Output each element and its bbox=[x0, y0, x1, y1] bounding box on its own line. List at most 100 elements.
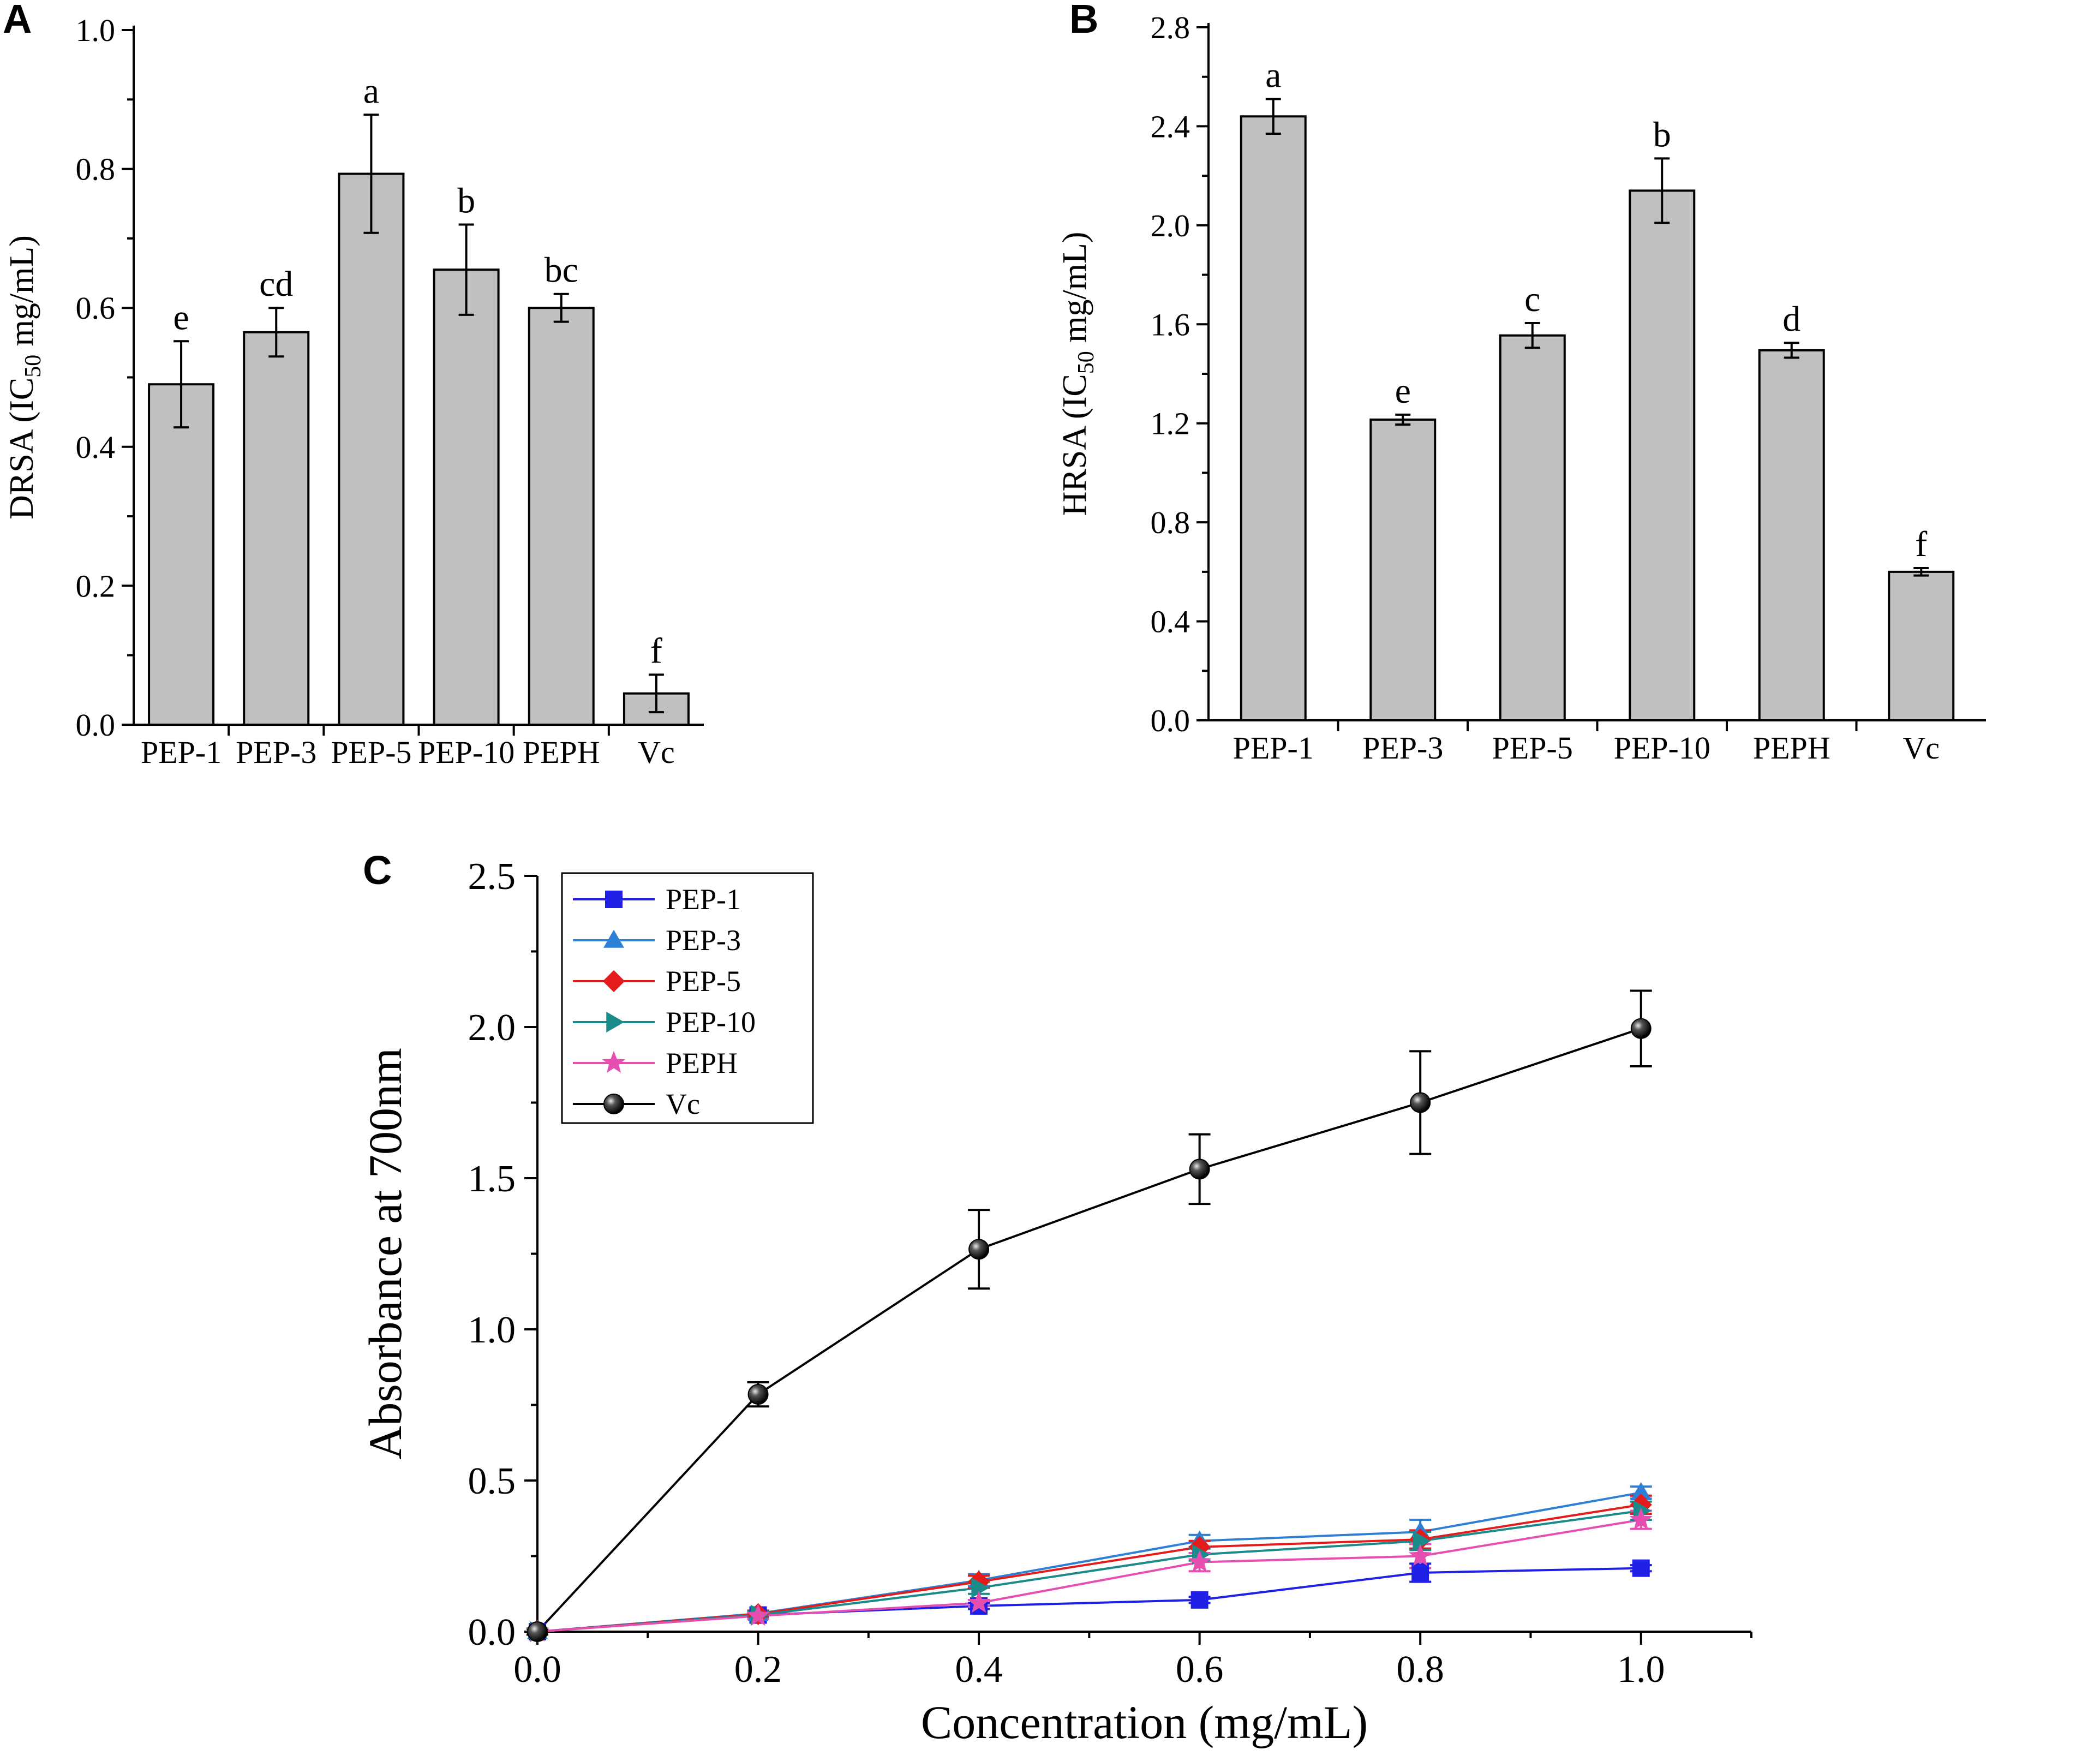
y-axis-title: DRSA (IC50 mg/mL) bbox=[3, 235, 46, 520]
series-line-peph bbox=[537, 1519, 1642, 1633]
y-tick-label: 1.0 bbox=[468, 1309, 516, 1351]
bar-peph bbox=[528, 307, 595, 726]
data-point-peph bbox=[1188, 1550, 1211, 1572]
data-point-vc bbox=[1189, 1159, 1210, 1180]
x-tick-label: PEP-1 bbox=[1233, 730, 1314, 766]
data-point-peph bbox=[1408, 1544, 1432, 1566]
y-tick-label: 1.5 bbox=[468, 1158, 516, 1200]
data-point-pep-10 bbox=[971, 1577, 990, 1598]
data-point-pep-1 bbox=[1632, 1559, 1650, 1577]
y-tick-label: 0.4 bbox=[76, 429, 116, 465]
y-axis-title-subscript: 50 bbox=[1074, 351, 1099, 374]
x-tick-label: Vc bbox=[1902, 730, 1940, 766]
significance-letter: a bbox=[363, 71, 379, 111]
bar-pep-1 bbox=[1240, 115, 1307, 721]
data-point-vc bbox=[1410, 1092, 1431, 1113]
significance-letter: b bbox=[1653, 115, 1671, 154]
y-axis-title-unit: mg/mL) bbox=[1056, 232, 1093, 351]
legend-label: PEPH bbox=[666, 1047, 738, 1079]
legend-label: PEP-10 bbox=[666, 1006, 756, 1038]
y-axis-title-main: DRSA (IC bbox=[3, 378, 40, 520]
bar-vc bbox=[1888, 570, 1955, 722]
y-tick-label: 2.0 bbox=[468, 1007, 516, 1049]
y-axis-title-subscript: 50 bbox=[21, 355, 46, 378]
bar-pep-3 bbox=[243, 331, 310, 726]
legend-label: PEP-3 bbox=[666, 924, 741, 957]
bar-peph bbox=[1758, 349, 1825, 721]
panel-b-label: B bbox=[1069, 0, 1098, 41]
y-tick-label: 0.5 bbox=[468, 1460, 516, 1502]
data-point-peph bbox=[746, 1603, 770, 1626]
y-tick-label: 0.8 bbox=[76, 152, 116, 187]
x-tick-label: 1.0 bbox=[1617, 1649, 1665, 1691]
y-tick-label: 0.0 bbox=[76, 707, 116, 743]
y-axis-title: Absorbance at 700nm bbox=[359, 1048, 411, 1460]
bar-pep-1 bbox=[148, 383, 215, 726]
y-axis-title-unit: mg/mL) bbox=[3, 235, 40, 355]
x-tick-label: PEP-10 bbox=[1614, 730, 1710, 766]
significance-letter: bc bbox=[545, 250, 578, 290]
chart-a-drsa: e cd a b bc f 0.0 0.2 0.4 0.6 0.8 1.0 PEP-1 PEP-3 PEP-… bbox=[3, 13, 704, 770]
bar-pep-3 bbox=[1369, 418, 1437, 721]
legend-label: PEP-1 bbox=[666, 883, 741, 916]
legend-marker bbox=[605, 891, 623, 908]
y-tick-label: 0.8 bbox=[1151, 505, 1190, 540]
legend-marker bbox=[606, 1012, 625, 1032]
x-tick-label: Vc bbox=[638, 735, 675, 770]
legend-label: PEP-5 bbox=[666, 965, 741, 998]
significance-letter: e bbox=[173, 297, 189, 337]
x-tick-label: PEP-10 bbox=[418, 735, 514, 770]
series-line-vc bbox=[536, 1027, 1642, 1633]
significance-letter: e bbox=[1395, 371, 1411, 411]
bar-pep-10 bbox=[1629, 189, 1696, 722]
y-tick-label: 1.2 bbox=[1151, 406, 1190, 441]
significance-letter: f bbox=[1915, 524, 1927, 564]
y-tick-label: 0.0 bbox=[468, 1611, 516, 1653]
series-line-pep-3 bbox=[537, 1491, 1642, 1633]
x-tick-label: PEPH bbox=[1753, 730, 1830, 766]
data-point-pep-1 bbox=[1411, 1563, 1429, 1581]
y-axis-title: HRSA (IC50 mg/mL) bbox=[1056, 232, 1099, 516]
x-tick-label: PEP-3 bbox=[236, 735, 316, 770]
y-tick-label: 0.0 bbox=[1151, 703, 1190, 738]
bar-pep-5 bbox=[1499, 334, 1566, 721]
x-tick-label: 0.2 bbox=[734, 1649, 782, 1691]
x-tick-label: PEP-3 bbox=[1362, 730, 1443, 766]
data-point-pep-1 bbox=[1190, 1591, 1208, 1609]
significance-letter: c bbox=[1524, 279, 1540, 319]
data-point-vc bbox=[968, 1239, 990, 1260]
data-point-vc bbox=[527, 1621, 548, 1642]
significance-letter: b bbox=[457, 181, 475, 220]
legend-label: Vc bbox=[666, 1088, 700, 1120]
panel-a-label: A bbox=[3, 0, 32, 41]
significance-letter: d bbox=[1782, 299, 1800, 339]
series-line-pep-1 bbox=[537, 1567, 1641, 1633]
legend-marker bbox=[602, 970, 625, 993]
data-point-peph bbox=[967, 1591, 991, 1613]
bar-pep-5 bbox=[338, 172, 405, 726]
data-point-vc bbox=[1630, 1018, 1652, 1039]
y-tick-label: 0.6 bbox=[76, 290, 116, 326]
chart-c-absorbance: 0.0 0.5 1.0 1.5 2.0 2.5 0.0 0.2 0.4 0.6 0.8 1.0 Conc… bbox=[359, 856, 1752, 1748]
y-tick-label: 2.4 bbox=[1151, 109, 1190, 144]
significance-letter: cd bbox=[259, 264, 293, 304]
x-axis-title: Concentration (mg/mL) bbox=[921, 1696, 1368, 1748]
legend-marker bbox=[603, 1094, 624, 1114]
data-point-peph bbox=[1629, 1507, 1653, 1530]
legend-marker bbox=[603, 929, 624, 948]
panel-c-label: C bbox=[363, 847, 392, 893]
significance-letter: f bbox=[650, 631, 662, 671]
x-tick-label: 0.6 bbox=[1176, 1649, 1224, 1691]
y-tick-label: 0.2 bbox=[76, 568, 116, 604]
x-tick-label: PEPH bbox=[523, 735, 600, 770]
y-tick-label: 2.8 bbox=[1151, 10, 1190, 45]
y-tick-label: 0.4 bbox=[1151, 604, 1190, 640]
y-tick-label: 1.0 bbox=[76, 13, 116, 48]
data-point-pep-10 bbox=[1413, 1530, 1431, 1551]
x-tick-label: PEP-5 bbox=[331, 735, 411, 770]
y-axis-title-main: HRSA (IC bbox=[1056, 374, 1093, 516]
x-tick-label: 0.8 bbox=[1396, 1649, 1444, 1691]
x-tick-label: 0.0 bbox=[513, 1649, 561, 1691]
significance-letter: a bbox=[1265, 56, 1281, 95]
